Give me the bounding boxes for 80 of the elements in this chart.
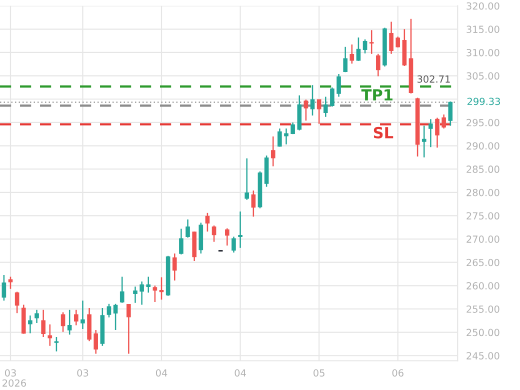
- candlestick: [34, 309, 39, 324]
- candlestick: [310, 84, 315, 116]
- candlestick: [60, 312, 66, 332]
- x-tick-label: 04: [234, 369, 246, 377]
- candlestick: [133, 286, 138, 304]
- candlestick: [140, 280, 144, 306]
- x-tick-label: 03: [4, 369, 16, 377]
- x-tick-label: 04: [156, 369, 168, 377]
- y-tick-label: 280.00: [466, 188, 500, 196]
- candlestick: [343, 46, 348, 73]
- annotation: 302.71: [417, 75, 450, 83]
- candlestick: [126, 304, 131, 354]
- candlestick: [67, 309, 72, 336]
- ref-line-label: TP1: [361, 89, 392, 100]
- y-tick-label: 295.00: [466, 118, 500, 126]
- text: 2026: [2, 379, 26, 387]
- x-tick-label: 05: [314, 369, 324, 377]
- candlestick: [316, 98, 322, 124]
- candlestick: [106, 303, 112, 318]
- candlestick: [396, 36, 400, 48]
- candlestick: [41, 309, 46, 338]
- y-tick-label: 310.00: [466, 48, 500, 56]
- candlestick: [48, 324, 52, 346]
- candlestick: [435, 117, 440, 148]
- y-tick-label: 265.00: [466, 258, 500, 266]
- candlestick: [2, 274, 6, 302]
- candlestick: [232, 236, 236, 254]
- candlestick: [186, 218, 190, 238]
- y-tick-label: 290.00: [466, 142, 500, 150]
- y-tick-label: 255.00: [466, 305, 500, 313]
- candlestick: [376, 53, 380, 77]
- candlestick: [225, 228, 230, 246]
- candlestick: [54, 336, 59, 352]
- candlestick: [179, 228, 184, 256]
- candlestick: [28, 314, 32, 334]
- candlestick: [356, 36, 361, 62]
- candlestick: [238, 210, 242, 249]
- candlestick: [369, 29, 374, 55]
- candlestick: [304, 98, 308, 122]
- candlestick: [146, 276, 151, 294]
- candlestick: [278, 128, 282, 148]
- candlestick: [270, 136, 276, 167]
- y-tick-label: 320.00: [466, 2, 500, 10]
- y-tick-label: 275.00: [466, 212, 500, 220]
- candlestick: [428, 118, 433, 148]
- candlestick: [120, 276, 124, 304]
- candlestick: [80, 300, 85, 330]
- candlestick: [323, 96, 328, 118]
- ref-line-label: SL: [374, 126, 394, 138]
- y-tick-label: 305.00: [466, 72, 500, 80]
- candlestick: [350, 44, 354, 64]
- ref-line-label: 299.33: [467, 98, 500, 106]
- y-tick-label: 315.00: [466, 26, 500, 33]
- candlestick: [152, 285, 158, 303]
- candlestick: [362, 38, 368, 54]
- candlestick: [336, 73, 341, 98]
- candlestick: [205, 212, 210, 232]
- candlestick: [172, 252, 177, 282]
- y-tick-label: 250.00: [466, 328, 500, 336]
- y-tick-label: 245.00: [466, 352, 500, 360]
- candlestick: [113, 303, 118, 331]
- candlestick: [8, 276, 13, 290]
- x-tick-label: 03: [77, 369, 88, 377]
- y-tick-label: 260.00: [466, 282, 500, 290]
- candlestick: [330, 86, 334, 108]
- y-tick-label: 270.00: [466, 236, 500, 243]
- candlestick: [94, 329, 98, 354]
- candlestick: [448, 100, 453, 126]
- candlestick: [389, 21, 394, 55]
- candlestick: [244, 158, 250, 200]
- candlestick: [159, 276, 164, 300]
- candlestick: [422, 125, 426, 158]
- candlestick: [284, 128, 288, 145]
- candlestick: [251, 190, 256, 218]
- candlestick: [74, 309, 78, 326]
- y-tick-label: 285.00: [466, 166, 500, 173]
- candlestick: [14, 291, 20, 314]
- candlestick: [442, 114, 446, 130]
- candlestick: [212, 224, 216, 242]
- x-tick-label: 06: [392, 369, 404, 377]
